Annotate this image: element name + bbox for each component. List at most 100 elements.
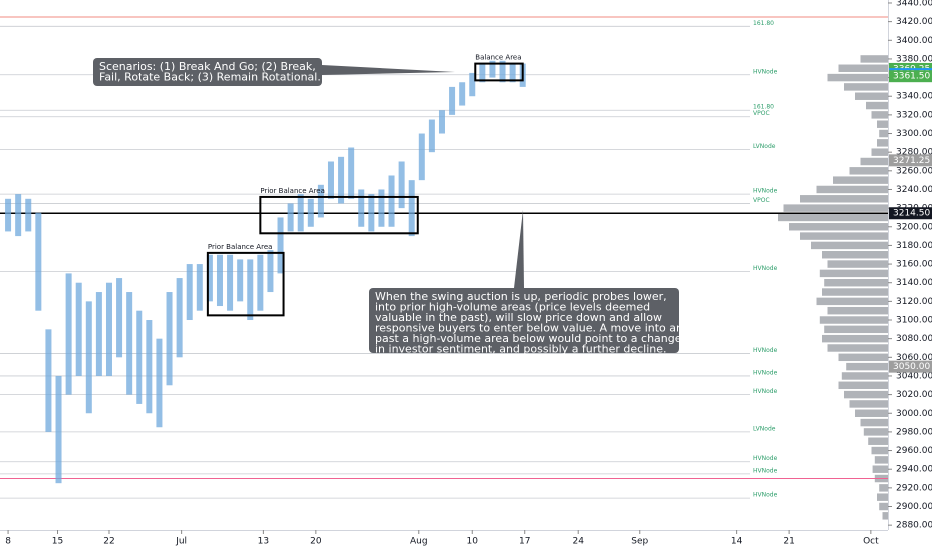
annotation-text: Fail, Rotate Back; (3) Remain Rotational…: [99, 71, 321, 84]
session-range: [216, 254, 223, 307]
volume-bar: [800, 232, 888, 240]
annotation-box: [369, 288, 679, 353]
session-range: [95, 292, 102, 376]
volume-bar: [855, 92, 888, 100]
y-tick-label: 3420.00: [896, 17, 932, 27]
session-range: [206, 254, 213, 302]
x-tick-label: 10: [467, 537, 479, 547]
level-label: HVNode: [753, 492, 778, 499]
volume-bar: [877, 139, 888, 147]
volume-bar: [855, 409, 888, 417]
volume-bar: [822, 288, 888, 296]
volume-bar: [871, 148, 888, 156]
volume-bar: [824, 278, 888, 287]
session-range: [469, 72, 476, 97]
session-range: [388, 175, 395, 227]
annotation: Scenarios: (1) Break And Go; (2) Break,F…: [93, 58, 455, 86]
y-tick-label: 2980.00: [896, 427, 932, 437]
annotation-pointer: [514, 210, 524, 288]
volume-bar: [827, 73, 888, 82]
y-tick-label: 3260.00: [896, 166, 932, 176]
x-tick-label: 22: [103, 537, 114, 547]
y-tick-label: 3440.00: [896, 0, 932, 8]
session-range: [186, 264, 193, 321]
session-range: [287, 203, 294, 232]
volume-bar: [827, 344, 888, 352]
annotation-text: into prior high-volume areas (price leve…: [375, 301, 650, 314]
price-tag-label: 3214.50: [893, 209, 930, 219]
session-range: [489, 60, 496, 78]
box-label: Prior Balance Area: [208, 243, 273, 251]
y-tick-label: 3300.00: [896, 129, 932, 139]
balance-box: [206, 251, 285, 317]
volume-bar: [860, 55, 888, 63]
volume-bar: [783, 204, 888, 212]
volume-bar: [882, 512, 888, 520]
volume-bar: [879, 484, 888, 492]
balance-box: [474, 62, 524, 82]
session-range: [398, 161, 405, 209]
annotation-text: When the swing auction is up, periodic p…: [375, 290, 667, 303]
volume-bar: [844, 83, 888, 91]
volume-bar: [866, 101, 888, 110]
level-label: HVNode: [753, 347, 778, 354]
x-tick-label: 8: [5, 537, 11, 547]
price-tag-label: 3361.50: [893, 72, 930, 82]
x-tick-label: Sep: [631, 537, 648, 547]
level-label: LVNode: [753, 425, 776, 432]
session-range: [105, 282, 112, 376]
session-range: [166, 292, 173, 386]
volume-bar: [811, 241, 888, 250]
volume-bar: [844, 390, 888, 399]
session-range: [378, 189, 385, 227]
x-tick-label: 24: [572, 537, 584, 547]
y-tick-label: 3120.00: [896, 297, 932, 307]
session-range: [509, 63, 516, 83]
session-range: [15, 194, 22, 237]
volume-bar: [833, 176, 888, 184]
volume-bar: [868, 437, 888, 445]
y-tick-label: 3280.00: [896, 148, 932, 158]
annotation-text: in investor sentiment, and possibly a fu…: [375, 343, 667, 356]
volume-bar: [871, 446, 888, 455]
x-tick-label: Oct: [863, 537, 879, 547]
y-tick-label: 3020.00: [896, 390, 932, 400]
session-range: [237, 259, 244, 302]
level-label: HVNode: [753, 455, 778, 462]
x-tick-label: Aug: [410, 537, 428, 547]
level-label: VPOC: [753, 110, 770, 117]
session-range: [247, 259, 254, 321]
volume-bar: [879, 502, 888, 511]
x-tick-label: 14: [731, 537, 743, 547]
y-tick-label: 3080.00: [896, 334, 932, 344]
session-range: [55, 375, 62, 484]
volume-bar: [849, 167, 888, 175]
session-range: [176, 278, 183, 358]
y-tick-label: 2920.00: [896, 483, 932, 493]
session-range: [418, 133, 425, 181]
box-label: Prior Balance Area: [260, 187, 325, 195]
annotation-text: Scenarios: (1) Break And Go; (2) Break,: [99, 60, 316, 73]
price-tag: [889, 360, 932, 373]
price-tag-label: 3050.00: [893, 362, 930, 372]
level-label: HVNode: [753, 68, 778, 75]
annotation-text: responsive buyers to enter below value. …: [375, 322, 690, 335]
level-label: HVNode: [753, 265, 778, 272]
y-tick-label: 3340.00: [896, 92, 932, 102]
volume-bar: [822, 334, 888, 343]
annotation-box: [93, 58, 322, 86]
volume-bar: [827, 306, 888, 315]
balance-box: [259, 195, 419, 235]
volume-bar: [879, 129, 888, 138]
volume-bar: [838, 353, 888, 362]
session-range: [126, 292, 133, 395]
volume-bar: [827, 260, 888, 268]
level-label: HVNode: [753, 369, 778, 376]
session-range: [348, 147, 355, 199]
session-range: [45, 329, 52, 432]
price-tag: [889, 70, 932, 83]
session-range: [499, 60, 506, 83]
session-range: [116, 278, 123, 358]
